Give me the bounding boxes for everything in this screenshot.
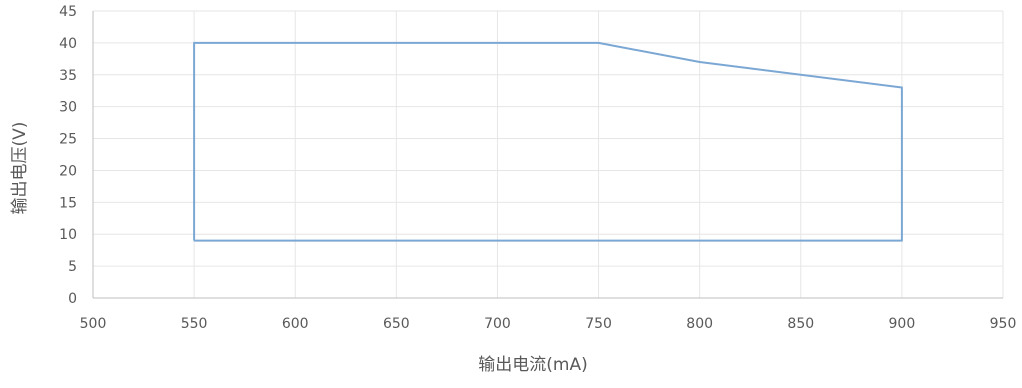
x-tick-label: 800 bbox=[686, 316, 713, 332]
x-tick-label: 550 bbox=[181, 316, 208, 332]
y-axis-title: 输出电压(V) bbox=[10, 122, 30, 215]
x-axis-title: 输出电流(mA) bbox=[478, 355, 587, 375]
y-tick-label: 0 bbox=[68, 291, 77, 307]
series-lines bbox=[193, 41, 903, 242]
y-tick-label: 40 bbox=[59, 36, 77, 52]
x-tick-label: 750 bbox=[585, 316, 612, 332]
series-line bbox=[193, 41, 903, 242]
axes bbox=[92, 11, 1003, 299]
x-tick-label: 500 bbox=[80, 316, 107, 332]
grid-lines bbox=[93, 10, 1004, 298]
x-tick-label: 600 bbox=[282, 316, 309, 332]
y-tick-label: 45 bbox=[59, 4, 77, 20]
y-tick-label: 30 bbox=[59, 100, 77, 116]
x-tick-label: 700 bbox=[484, 316, 511, 332]
y-tick-label: 15 bbox=[59, 195, 77, 211]
x-tick-label: 650 bbox=[383, 316, 410, 332]
y-tick-label: 20 bbox=[59, 163, 77, 179]
y-tick-label: 5 bbox=[68, 259, 77, 275]
y-tick-label: 25 bbox=[59, 132, 77, 148]
x-tick-label: 950 bbox=[990, 316, 1017, 332]
y-tick-label: 10 bbox=[59, 227, 77, 243]
y-tick-label: 35 bbox=[59, 68, 77, 84]
x-tick-label: 850 bbox=[787, 316, 814, 332]
tick-labels: 0 5 10 15 20 25 30 35 40 45 500 550 600 650 700 750 800 8… bbox=[59, 4, 1016, 332]
x-tick-label: 900 bbox=[889, 316, 916, 332]
